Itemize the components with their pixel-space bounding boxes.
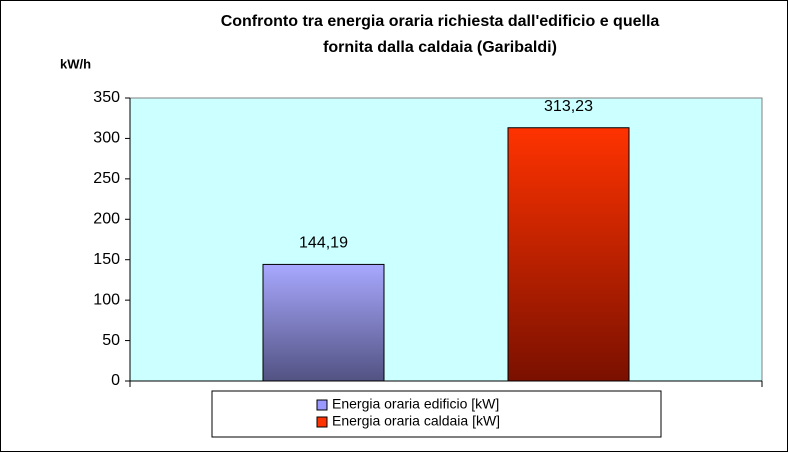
y-tick-label: 0: [111, 372, 120, 389]
y-tick-label: 100: [93, 291, 120, 308]
chart-title: fornita dalla caldaia (Garibaldi): [323, 39, 557, 56]
data-label: 144,19: [299, 235, 348, 252]
chart-title: Confronto tra energia oraria richiesta d…: [221, 13, 660, 30]
legend-label: Energia oraria edificio [kW]: [332, 396, 499, 412]
y-tick-label: 350: [93, 89, 120, 106]
bar: [262, 263, 385, 382]
y-tick-label: 50: [102, 332, 120, 349]
plot-area: [129, 97, 763, 382]
legend-label: Energia oraria caldaia [kW]: [332, 413, 500, 429]
bar: [507, 127, 630, 382]
y-tick-label: 250: [93, 170, 120, 187]
y-tick-label: 150: [93, 251, 120, 268]
y-axis-label: kW/h: [60, 56, 91, 71]
legend-swatch: [316, 399, 328, 411]
legend-swatch: [316, 416, 328, 428]
data-label: 313,23: [544, 98, 593, 115]
y-tick-label: 300: [93, 130, 120, 147]
y-tick-label: 200: [93, 211, 120, 228]
legend: [211, 390, 662, 438]
